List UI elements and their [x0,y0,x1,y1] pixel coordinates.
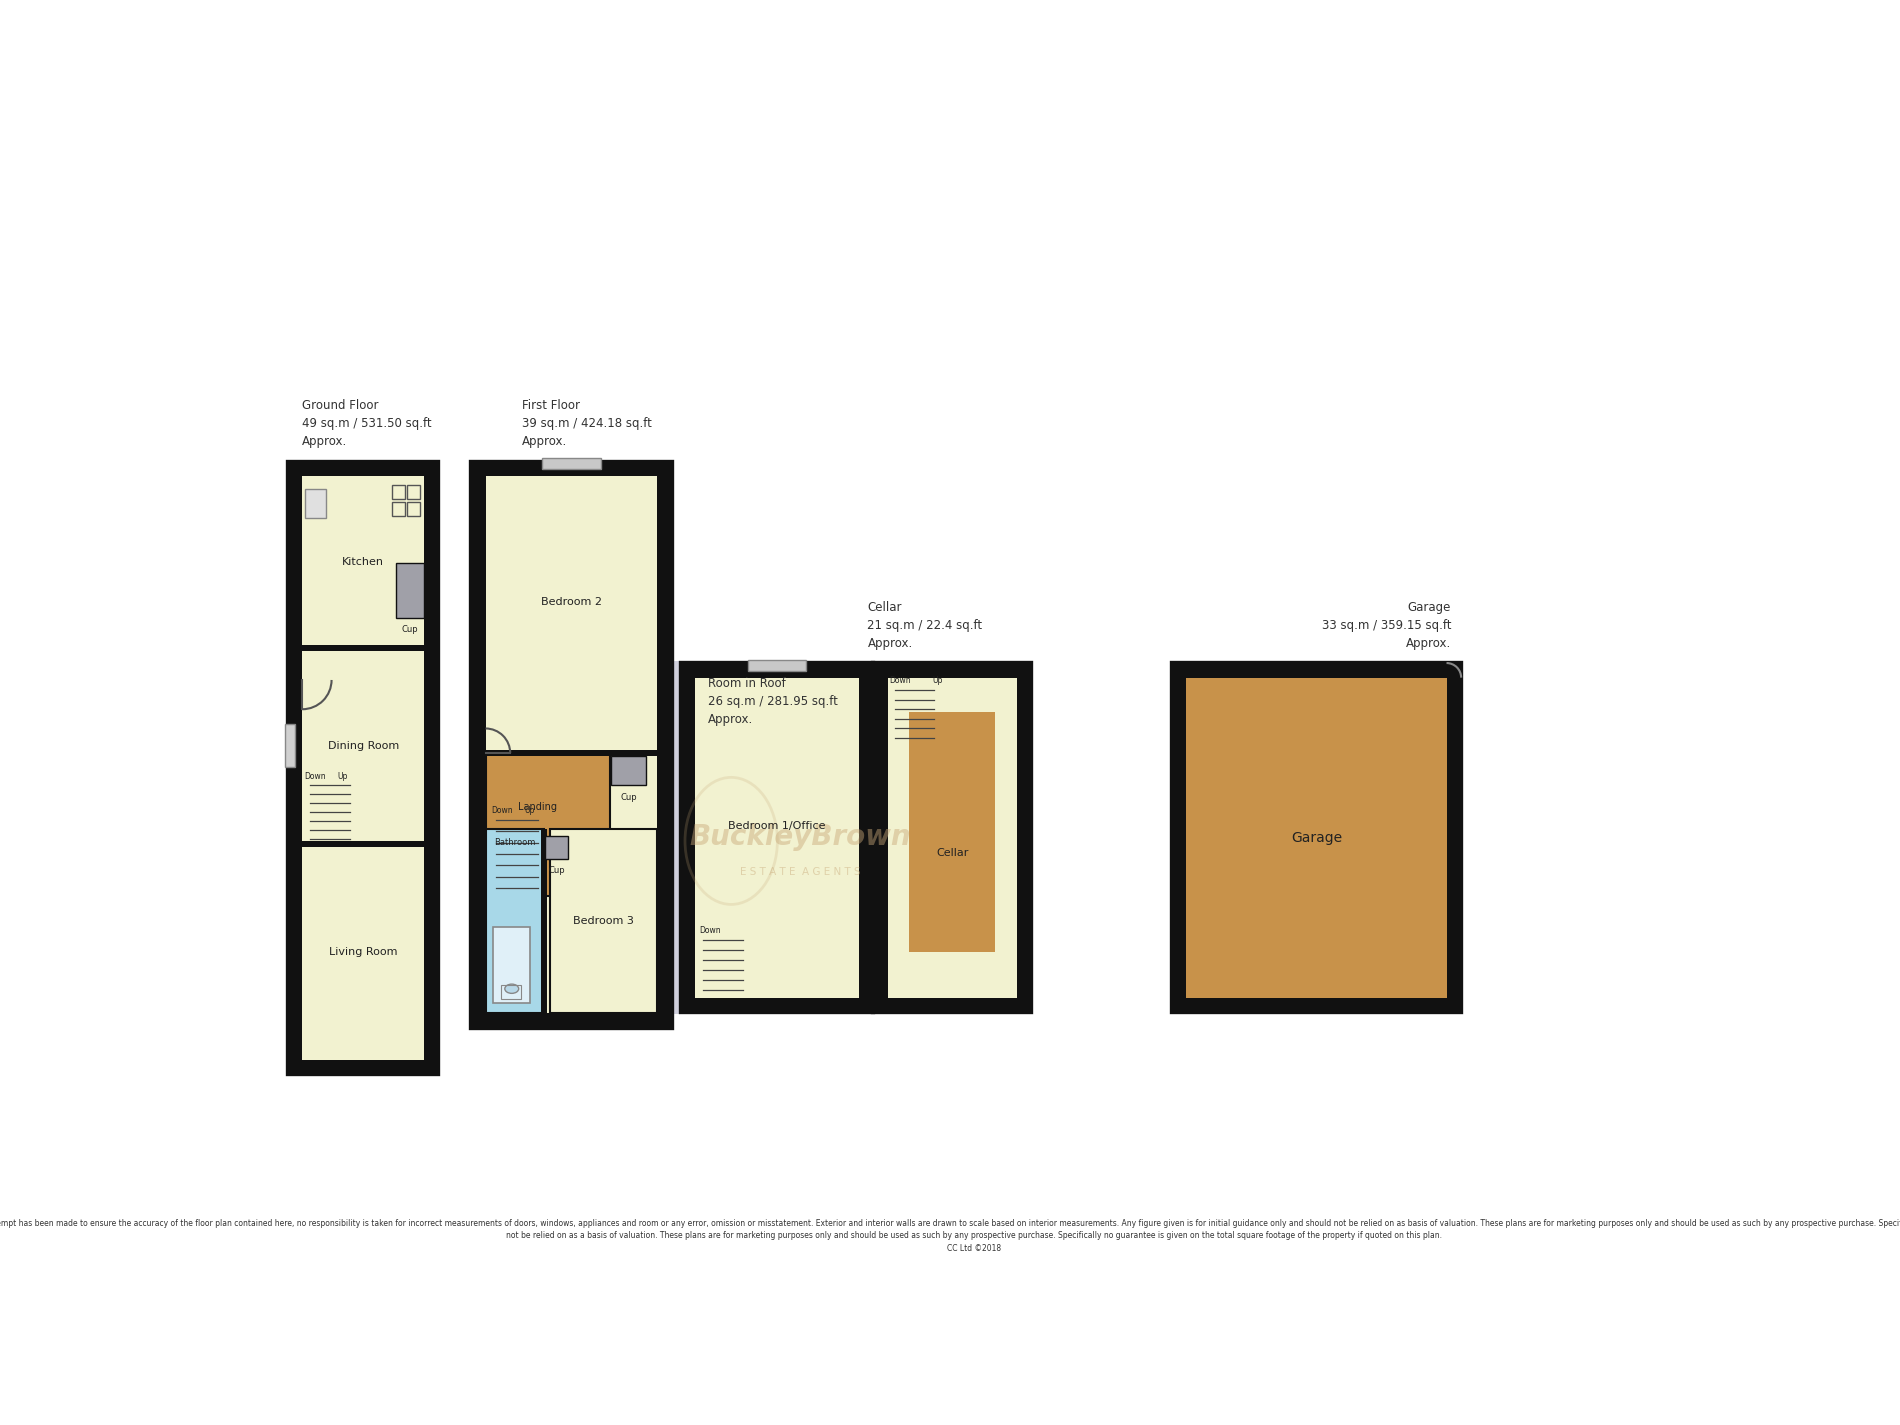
Text: Garage: Garage [1290,831,1341,845]
Bar [407,502,420,516]
Text: Living Room: Living Room [329,946,397,956]
Bar [502,985,521,999]
Text: Up: Up [524,807,534,815]
Bar [486,828,543,1013]
Bar [542,459,600,469]
Text: E S T A T E  A G E N T S: E S T A T E A G E N T S [741,866,861,876]
Text: Down: Down [304,772,325,781]
Text: Cup: Cup [401,626,418,634]
Bar [291,463,437,1072]
Bar [612,757,646,785]
Text: Cellar: Cellar [937,848,969,858]
Bar [391,485,405,499]
Bar [1174,665,1459,1010]
Bar [397,563,424,618]
Text: Room in Roof
26 sq.m / 281.95 sq.ft
Approx.: Room in Roof 26 sq.m / 281.95 sq.ft Appr… [709,677,838,725]
Bar [908,712,996,952]
Bar [302,476,424,1060]
Text: Dining Room: Dining Room [327,741,399,751]
Bar [1186,678,1446,998]
Text: Cup: Cup [547,866,564,875]
Bar [876,665,1030,1010]
Text: Bedroom 3: Bedroom 3 [574,916,635,926]
Bar [391,502,405,516]
Text: Cup: Cup [621,792,637,801]
Text: Up: Up [336,772,348,781]
Text: Ground Floor
49 sq.m / 531.50 sq.ft
Approx.: Ground Floor 49 sq.m / 531.50 sq.ft Appr… [302,399,431,449]
Text: First Floor
39 sq.m / 424.18 sq.ft
Approx.: First Floor 39 sq.m / 424.18 sq.ft Appro… [522,399,652,449]
Text: Down: Down [889,677,910,685]
Text: Kitchen: Kitchen [342,557,384,567]
Bar [749,660,806,671]
Bar [682,665,872,1010]
Bar [473,463,669,1026]
Bar [695,678,859,998]
Bar [682,665,872,1010]
Bar [876,665,1030,1010]
Text: Landing: Landing [519,802,557,812]
Text: Bathroom: Bathroom [494,838,536,846]
Bar [1174,665,1459,1010]
Text: Garage
33 sq.m / 359.15 sq.ft
Approx.: Garage 33 sq.m / 359.15 sq.ft Approx. [1322,601,1452,650]
Text: Down: Down [490,807,513,815]
Text: Up: Up [933,677,942,685]
Text: Down: Down [699,926,722,935]
Bar [306,489,327,519]
Bar [486,750,657,757]
Ellipse shape [505,985,519,993]
Text: Bedroom 2: Bedroom 2 [542,597,602,607]
Bar [291,463,437,1072]
Bar [486,754,610,895]
Text: Bedroom 1/Office: Bedroom 1/Office [728,821,826,831]
Text: Whilst every attempt has been made to ensure the accuracy of the floor plan cont: Whilst every attempt has been made to en… [0,1220,1900,1253]
Bar [486,476,657,1013]
Bar [407,485,420,499]
Bar [887,678,1017,998]
Bar [473,463,669,1026]
Text: BuckleyBrown: BuckleyBrown [690,824,912,851]
Bar [545,836,568,859]
Bar [302,841,424,846]
Text: Cellar
21 sq.m / 22.4 sq.ft
Approx.: Cellar 21 sq.m / 22.4 sq.ft Approx. [868,601,982,650]
Bar [597,661,1024,1015]
Bar [542,828,547,1013]
Bar [302,644,424,651]
Bar [285,724,294,768]
Bar [494,928,530,1003]
Bar [551,828,657,1013]
